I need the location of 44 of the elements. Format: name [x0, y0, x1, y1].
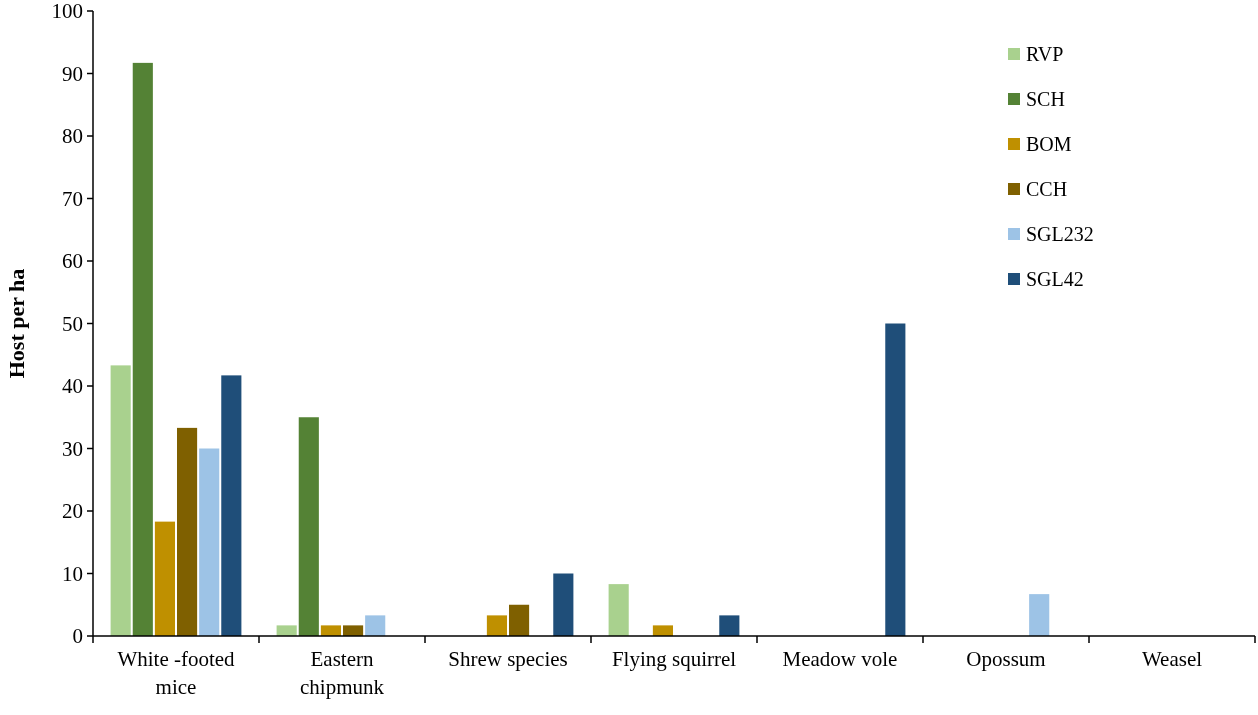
bar	[365, 615, 386, 636]
bar	[221, 375, 242, 636]
legend-label: RVP	[1026, 43, 1064, 65]
y-tick-label: 30	[62, 436, 83, 461]
legend-label: SGL232	[1026, 223, 1094, 245]
x-tick-label: Weasel	[1141, 647, 1203, 671]
bar	[1029, 594, 1050, 636]
y-tick-label: 90	[62, 61, 83, 86]
bar	[486, 615, 507, 636]
bar	[885, 323, 906, 636]
bar	[652, 625, 673, 636]
y-tick-label: 10	[62, 561, 83, 586]
bar	[719, 615, 740, 636]
y-tick-label: 100	[51, 0, 83, 24]
y-tick-label: 20	[62, 499, 83, 524]
bar	[320, 625, 341, 636]
bar	[199, 448, 220, 636]
x-tick-label: Meadow vole	[782, 647, 898, 671]
bar	[276, 625, 297, 636]
legend-label: SCH	[1026, 88, 1065, 110]
y-tick-label: 60	[62, 249, 83, 274]
bar	[177, 427, 198, 636]
legend-label: SGL42	[1026, 268, 1084, 290]
legend-label: CCH	[1026, 178, 1068, 200]
y-tick-label: 80	[62, 124, 83, 149]
x-tick-label: Flying squirrel	[611, 647, 737, 671]
y-axis-title: Host per ha	[4, 268, 29, 379]
y-tick-label: 40	[62, 374, 83, 399]
x-tick-label: Eastern chipmunk	[300, 647, 385, 699]
x-tick-label: White -footed mice	[117, 647, 236, 699]
x-tick-label: Opossum	[966, 647, 1046, 671]
bar	[343, 625, 364, 636]
bar	[553, 573, 574, 636]
bar	[132, 62, 153, 636]
bar	[509, 604, 530, 636]
bar	[154, 521, 175, 636]
bar	[110, 365, 131, 636]
bar	[608, 584, 629, 636]
x-tick-label: Shrew species	[448, 647, 568, 671]
legend-label: BOM	[1026, 133, 1072, 155]
bar	[298, 417, 319, 636]
y-tick-label: 0	[72, 624, 83, 649]
y-tick-label: 50	[62, 311, 83, 336]
y-tick-label: 70	[62, 186, 83, 211]
